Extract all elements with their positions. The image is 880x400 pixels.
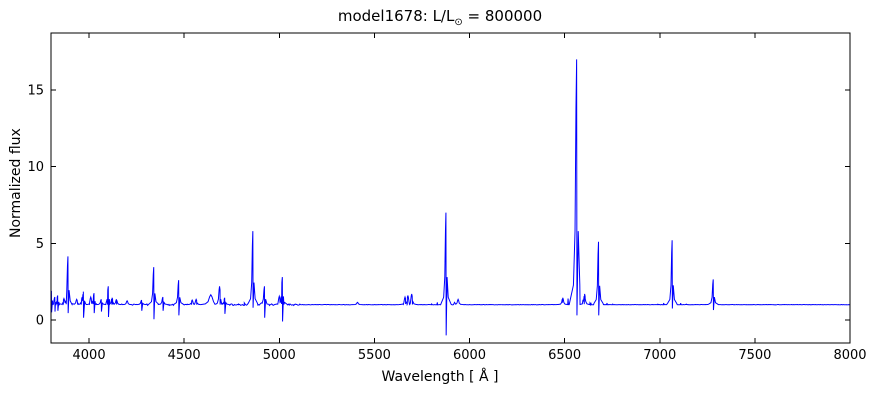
y-tick-label: 5	[36, 237, 44, 252]
y-tick-label: 10	[27, 160, 44, 175]
x-tick-label: 7000	[643, 348, 676, 363]
x-tick-label: 6500	[548, 348, 581, 363]
x-tick-label: 4500	[168, 348, 201, 363]
y-tick-label: 15	[27, 84, 44, 99]
x-tick-label: 5500	[358, 348, 391, 363]
spectrum-line	[51, 59, 850, 336]
y-axis-label: Normalized flux	[8, 128, 24, 238]
sun-symbol: ⊙	[454, 17, 463, 28]
plot-title-text: model1678: L/L	[337, 7, 455, 25]
x-tick-label: 8000	[833, 348, 866, 363]
y-tick-label: 0	[36, 314, 44, 329]
x-tick-label: 5000	[263, 348, 296, 363]
x-axis-label: Wavelength [ Å ]	[381, 369, 499, 385]
axes-frame	[50, 32, 851, 344]
x-tick-label: 4000	[73, 348, 106, 363]
axis-tick-labels: 4000 4500 5000 5500 6000 6500 7000 7500 8000 0 5 10…	[27, 84, 866, 363]
x-tick-label: 6000	[453, 348, 486, 363]
axis-ticks	[51, 33, 851, 343]
plot-title: model1678: L/L⊙ = 800000	[0, 7, 880, 28]
x-tick-label: 7500	[738, 348, 771, 363]
plot-title-value: = 800000	[462, 7, 543, 25]
